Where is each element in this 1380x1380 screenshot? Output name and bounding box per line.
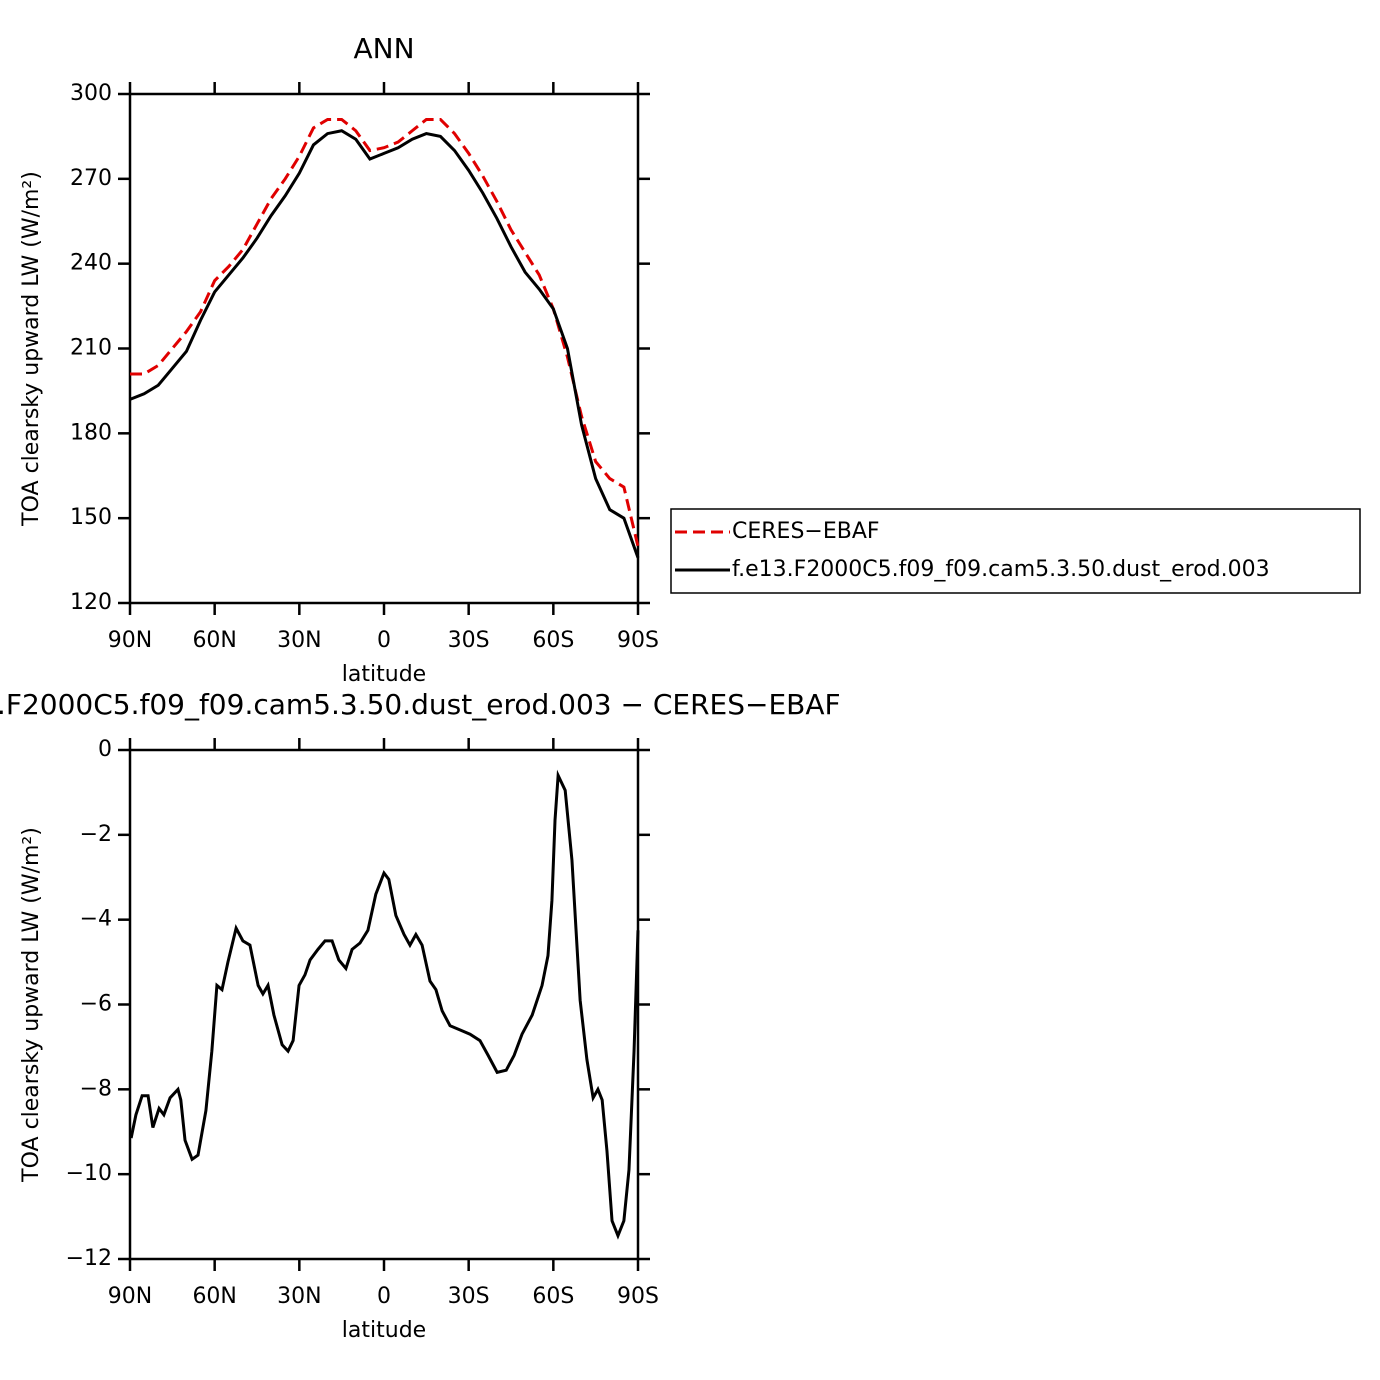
y-tick-label: 150 bbox=[70, 505, 112, 530]
legend-box bbox=[670, 508, 1361, 594]
y-axis-label: TOA clearsky upward LW (W/m²) bbox=[19, 827, 44, 1183]
x-tick-label: 60N bbox=[192, 628, 236, 653]
y-tick-label: 270 bbox=[70, 166, 112, 191]
x-axis-label: latitude bbox=[342, 662, 426, 687]
x-tick-label: 30N bbox=[277, 628, 321, 653]
data-line bbox=[129, 129, 640, 559]
x-tick-label: 0 bbox=[377, 628, 391, 653]
y-tick-label: 210 bbox=[70, 336, 112, 361]
x-tick-label: 60S bbox=[532, 1284, 574, 1309]
y-tick-label: −12 bbox=[66, 1246, 112, 1271]
x-tick-label: 60N bbox=[192, 1284, 236, 1309]
plot-frame bbox=[128, 92, 640, 605]
chart-title: f.e13.F2000C5.f09_f09.cam5.3.50.dust_ero… bbox=[0, 688, 841, 721]
y-tick-label: −8 bbox=[80, 1076, 112, 1101]
x-tick-label: 90N bbox=[108, 628, 152, 653]
data-line bbox=[129, 769, 640, 1240]
y-tick-label: 300 bbox=[70, 81, 112, 106]
y-tick-label: −6 bbox=[80, 992, 112, 1017]
plot-frame bbox=[128, 748, 640, 1261]
legend-label: CERES−EBAF bbox=[732, 519, 880, 544]
y-tick-label: 240 bbox=[70, 251, 112, 276]
y-tick-label: 0 bbox=[98, 737, 112, 762]
x-tick-label: 90S bbox=[617, 628, 659, 653]
y-tick-label: 180 bbox=[70, 420, 112, 445]
chart-title: ANN bbox=[353, 32, 414, 65]
x-axis-label: latitude bbox=[342, 1318, 426, 1343]
x-tick-label: 90S bbox=[617, 1284, 659, 1309]
x-tick-label: 0 bbox=[377, 1284, 391, 1309]
legend-label: f.e13.F2000C5.f09_f09.cam5.3.50.dust_ero… bbox=[732, 557, 1270, 582]
y-tick-label: −10 bbox=[66, 1161, 112, 1186]
y-tick-label: −4 bbox=[80, 907, 112, 932]
x-tick-label: 60S bbox=[532, 628, 574, 653]
y-tick-label: 120 bbox=[70, 590, 112, 615]
x-tick-label: 30S bbox=[448, 1284, 490, 1309]
x-tick-label: 30S bbox=[448, 628, 490, 653]
y-tick-label: −2 bbox=[80, 822, 112, 847]
x-tick-label: 30N bbox=[277, 1284, 321, 1309]
y-axis-label: TOA clearsky upward LW (W/m²) bbox=[19, 171, 44, 527]
x-tick-label: 90N bbox=[108, 1284, 152, 1309]
